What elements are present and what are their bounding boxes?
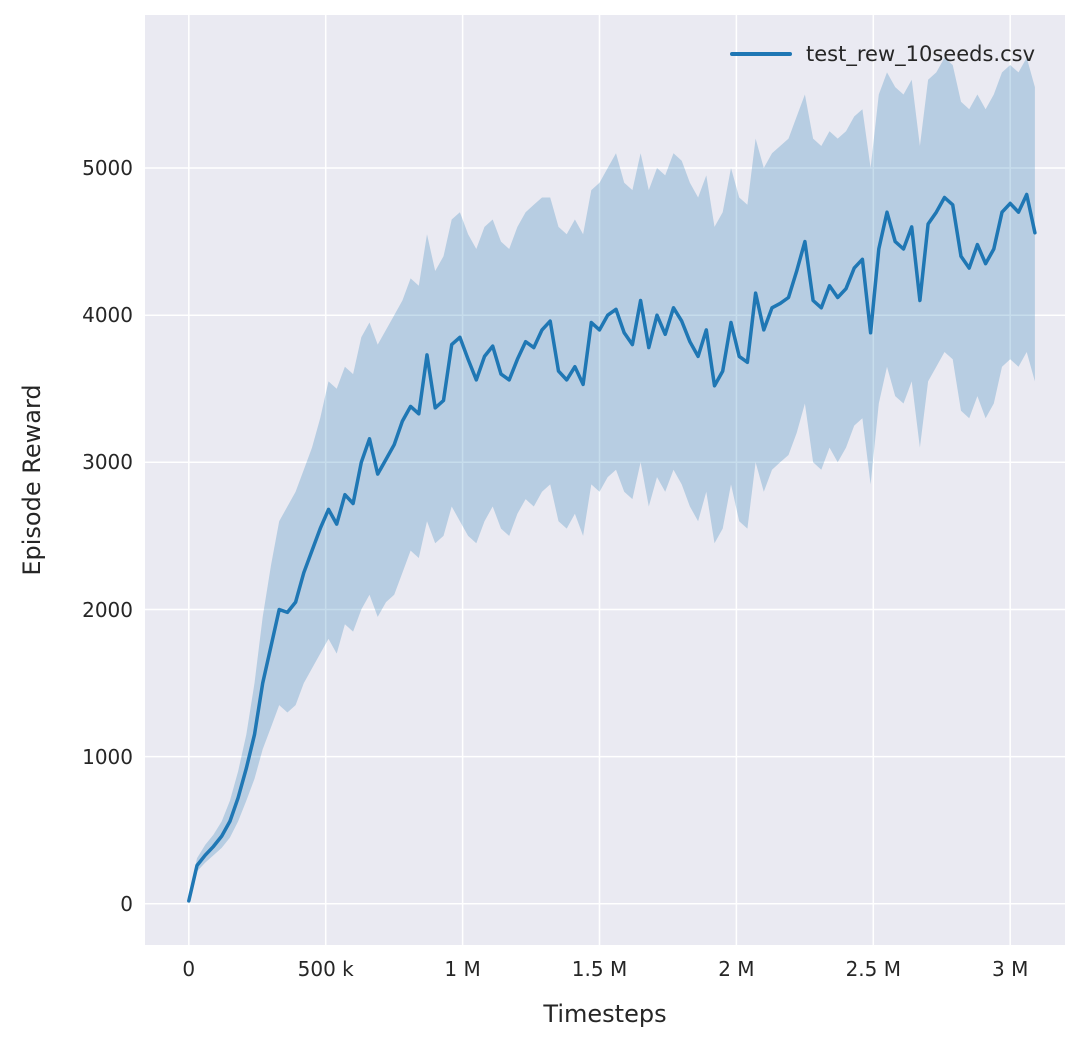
plot-background	[145, 15, 1065, 945]
x-tick-label: 1 M	[444, 957, 481, 981]
x-tick-label: 2 M	[718, 957, 755, 981]
x-axis-label: Timesteps	[543, 1000, 667, 1028]
y-tick-label: 1000	[82, 744, 133, 769]
y-tick-label: 4000	[82, 303, 133, 328]
mean-reward-line	[187, 192, 1037, 903]
y-tick-label: 5000	[82, 156, 133, 180]
x-tick-label: 0	[182, 957, 196, 981]
x-tick-label: 1.5 M	[571, 957, 628, 981]
x-tick-label: 2.5 M	[845, 957, 902, 981]
y-tick-label: 2000	[82, 597, 133, 622]
y-tick-label: 0	[120, 891, 133, 916]
y-tick-label: 3000	[82, 450, 133, 475]
x-tick-label: 500 k	[297, 957, 354, 981]
y-axis-label: Episode Reward	[18, 384, 46, 576]
legend-label: test_rew_10seeds.csv	[806, 42, 1035, 66]
legend-line-swatch	[730, 51, 793, 57]
x-tick-label: 3 M	[992, 957, 1029, 981]
confidence-band	[188, 57, 1035, 903]
legend: test_rew_10seeds.csv	[730, 42, 1035, 66]
